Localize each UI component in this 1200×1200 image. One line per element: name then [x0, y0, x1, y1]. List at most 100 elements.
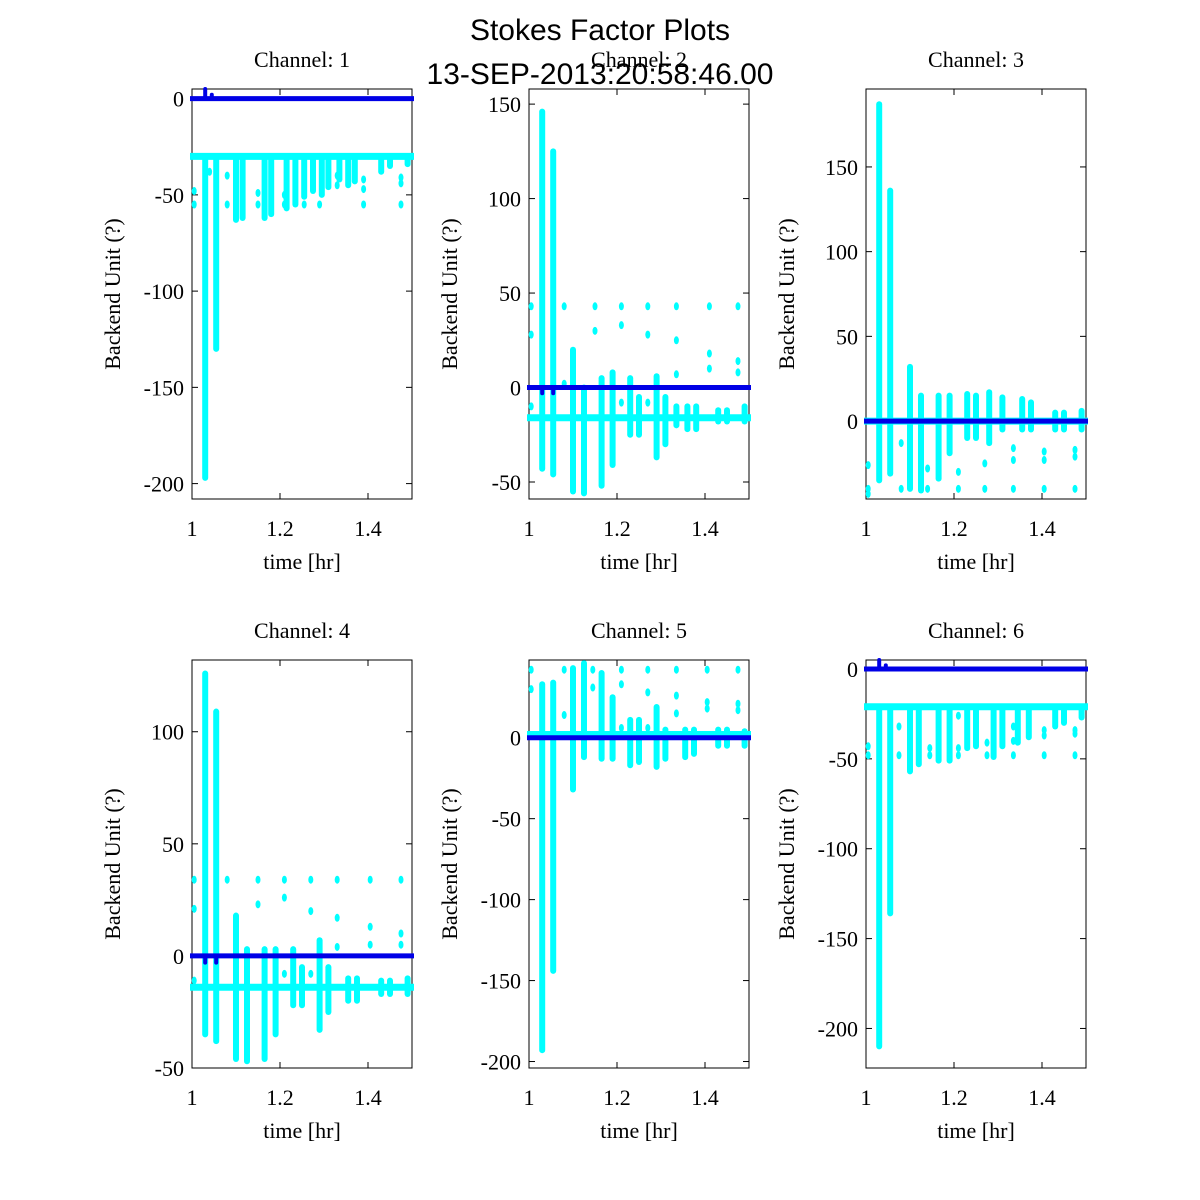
- y-tick-label: -50: [492, 470, 521, 495]
- cyan-outlier-point: [398, 200, 404, 209]
- cyan-outlier-point: [984, 751, 990, 760]
- y-tick-label: 50: [836, 324, 858, 349]
- y-tick-label: -100: [144, 279, 184, 304]
- cyan-outlier-point: [706, 364, 712, 373]
- y-tick-label: -200: [818, 1016, 858, 1041]
- x-axis-label: time [hr]: [263, 549, 341, 574]
- cyan-outlier-point: [645, 330, 651, 339]
- cyan-outlier-point: [982, 459, 988, 468]
- cyan-outlier-point: [361, 185, 367, 194]
- cyan-outlier-point: [927, 751, 933, 760]
- cyan-outlier-point: [898, 439, 904, 448]
- x-tick-label: 1.4: [1028, 516, 1056, 541]
- cyan-outlier-point: [645, 302, 651, 311]
- cyan-outlier-point: [618, 321, 624, 330]
- cyan-outlier-point: [334, 171, 340, 180]
- y-tick-label: -50: [492, 807, 521, 832]
- y-tick-label: -50: [155, 183, 184, 208]
- cyan-outlier-point: [955, 467, 961, 476]
- cyan-outlier-point: [224, 171, 230, 180]
- cyan-outlier-point: [317, 200, 323, 209]
- x-tick-label: 1.2: [266, 1085, 294, 1110]
- cyan-outlier-point: [1041, 751, 1047, 760]
- cyan-outlier-point: [704, 704, 710, 713]
- cyan-outlier-point: [865, 742, 871, 751]
- y-tick-label: -100: [481, 888, 521, 913]
- x-tick-label: 1.4: [354, 1085, 382, 1110]
- cyan-outlier-point: [673, 370, 679, 379]
- y-axis-label: Backend Unit (?): [774, 788, 799, 940]
- cyan-outlier-point: [398, 940, 404, 949]
- cyan-outlier-point: [592, 302, 598, 311]
- cyan-outlier-point: [735, 302, 741, 311]
- subplot-title: Channel: 3: [928, 47, 1024, 72]
- figure-title-line-2: 13-SEP-2013:20:58:46.00: [427, 58, 774, 91]
- y-tick-label: -200: [481, 1050, 521, 1075]
- y-axis-label: Backend Unit (?): [100, 218, 125, 370]
- subplot-title: Channel: 6: [928, 618, 1024, 643]
- cyan-outlier-point: [592, 326, 598, 335]
- cyan-outlier-point: [673, 336, 679, 345]
- cyan-outlier-point: [281, 875, 287, 884]
- cyan-outlier-point: [308, 969, 314, 978]
- cyan-outlier-point: [281, 893, 287, 902]
- y-tick-label: 0: [173, 87, 184, 112]
- x-tick-label: 1: [524, 1085, 535, 1110]
- cyan-outlier-point: [645, 665, 651, 674]
- cyan-outlier-point: [925, 484, 931, 493]
- x-axis-label: time [hr]: [937, 549, 1015, 574]
- y-tick-label: 150: [825, 155, 858, 180]
- y-tick-label: 100: [825, 240, 858, 265]
- x-tick-label: 1.4: [354, 516, 382, 541]
- cyan-outlier-point: [255, 875, 261, 884]
- cyan-outlier-point: [673, 665, 679, 674]
- cyan-outlier-point: [673, 709, 679, 718]
- cyan-outlier-point: [207, 167, 213, 176]
- subplot-channel-5: 1 1.2 1.4 0 -50 -100 -150 -200 Channel: 5 time [h…: [437, 618, 751, 1143]
- cyan-outlier-point: [735, 665, 741, 674]
- cyan-outlier-point: [618, 665, 624, 674]
- cyan-outlier-point: [301, 200, 307, 209]
- cyan-outlier-point: [361, 200, 367, 209]
- cyan-outlier-point: [865, 461, 871, 470]
- cyan-outlier-point: [528, 665, 534, 674]
- subplot-channel-3: 1 1.2 1.4 150 100 50 0 Channel: 3 time [hr] Backe…: [774, 47, 1088, 574]
- y-tick-label: -200: [144, 472, 184, 497]
- y-tick-label: 100: [488, 187, 521, 212]
- subplot-channel-6: 1 1.2 1.4 0 -50 -100 -150 -200 Channel: 6 time [h…: [774, 618, 1088, 1143]
- cyan-outlier-point: [224, 875, 230, 884]
- axes-frame: [865, 88, 1087, 500]
- data-marks: [190, 670, 414, 1065]
- figure-title-line-1: Stokes Factor Plots: [470, 14, 730, 47]
- subplot-channel-1: 1 1.2 1.4 0 -50 -100 -150 -200 Channel: 1 time [h…: [100, 47, 414, 574]
- cyan-outlier-point: [281, 200, 287, 209]
- x-tick-label: 1.4: [1028, 1085, 1056, 1110]
- cyan-outlier-point: [561, 302, 567, 311]
- subplot-title: Channel: 2: [591, 47, 687, 72]
- cyan-outlier-point: [704, 698, 710, 707]
- cyan-outlier-point: [561, 711, 567, 720]
- cyan-outlier-point: [528, 685, 534, 694]
- axes-frame: [528, 88, 750, 500]
- x-tick-label: 1.2: [603, 516, 631, 541]
- cyan-outlier-point: [673, 302, 679, 311]
- x-axis-label: time [hr]: [600, 1118, 678, 1143]
- axes-frame: [865, 659, 1087, 1069]
- data-marks: [190, 87, 414, 481]
- cyan-outlier-point: [308, 875, 314, 884]
- data-marks: [527, 108, 751, 497]
- cyan-outlier-point: [308, 907, 314, 916]
- y-tick-label: -100: [818, 837, 858, 862]
- cyan-outlier-point: [982, 484, 988, 493]
- x-tick-label: 1.2: [940, 516, 968, 541]
- cyan-outlier-point: [1010, 722, 1016, 731]
- cyan-outlier-point: [334, 913, 340, 922]
- cyan-outlier-point: [1072, 484, 1078, 493]
- cyan-outlier-point: [1072, 452, 1078, 461]
- cyan-outlier-point: [528, 302, 534, 311]
- cyan-outlier-point: [334, 181, 340, 190]
- y-tick-label: -150: [818, 927, 858, 952]
- cyan-outlier-point: [896, 751, 902, 760]
- x-tick-label: 1: [187, 1085, 198, 1110]
